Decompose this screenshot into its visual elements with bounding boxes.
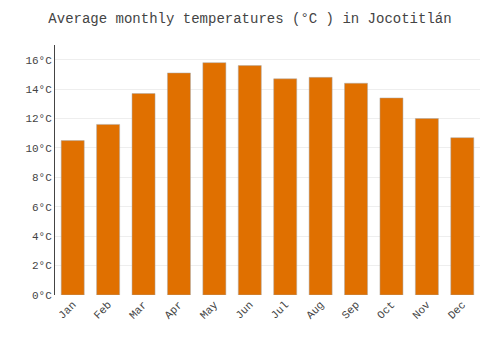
svg-text:14°C: 14°C (25, 84, 52, 96)
svg-text:Jan: Jan (56, 299, 78, 321)
svg-text:Aug: Aug (304, 299, 326, 321)
svg-text:Sep: Sep (340, 299, 362, 321)
svg-text:Dec: Dec (446, 299, 468, 321)
svg-text:2°C: 2°C (32, 260, 52, 272)
svg-text:Jun: Jun (233, 299, 255, 321)
svg-text:12°C: 12°C (25, 113, 52, 125)
svg-text:0°C: 0°C (32, 290, 52, 302)
svg-text:May: May (198, 299, 221, 322)
svg-text:Mar: Mar (127, 299, 149, 321)
svg-text:Average monthly temperatures (: Average monthly temperatures (°C ) in Jo… (48, 11, 451, 27)
svg-text:Apr: Apr (162, 299, 184, 321)
svg-text:8°C: 8°C (32, 172, 52, 184)
svg-text:6°C: 6°C (32, 202, 52, 214)
svg-text:4°C: 4°C (32, 231, 52, 243)
svg-text:Nov: Nov (410, 299, 433, 322)
svg-text:16°C: 16°C (25, 55, 52, 67)
svg-text:Feb: Feb (92, 299, 114, 321)
svg-text:Oct: Oct (375, 299, 397, 321)
svg-text:10°C: 10°C (25, 143, 52, 155)
svg-text:Jul: Jul (269, 299, 291, 321)
